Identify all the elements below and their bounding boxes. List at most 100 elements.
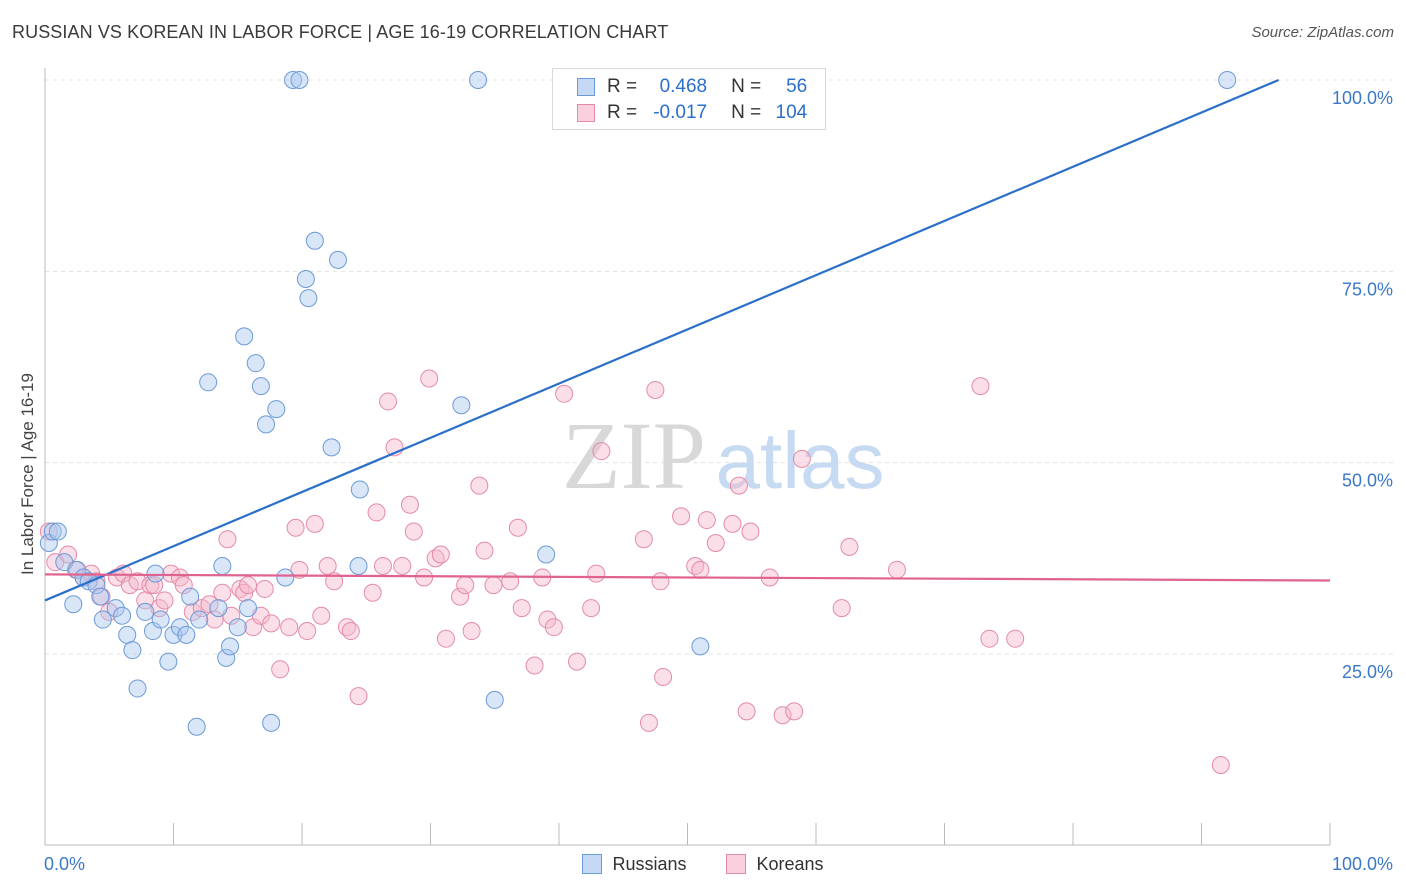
russians-point — [262, 713, 281, 732]
russians-point — [164, 625, 183, 644]
russians-point — [350, 480, 369, 499]
koreans-point — [672, 507, 691, 526]
russians-point — [290, 71, 309, 89]
russians-point — [284, 71, 303, 89]
koreans-point — [174, 576, 193, 595]
watermark: ZIP atlas — [562, 402, 884, 509]
trend-lines — [44, 78, 1331, 602]
russians-point — [469, 71, 488, 89]
russians-point — [485, 690, 504, 709]
koreans-point — [582, 599, 601, 618]
koreans-point — [436, 629, 455, 648]
koreans-point — [456, 576, 475, 595]
koreans-point — [213, 583, 232, 602]
koreans-point — [1211, 755, 1230, 774]
koreans-point — [773, 706, 792, 725]
koreans-point — [470, 476, 489, 495]
koreans-point — [341, 622, 360, 641]
koreans-point — [634, 530, 653, 549]
koreans-point — [697, 511, 716, 530]
russians-point — [228, 618, 247, 637]
koreans-trend-line — [44, 573, 1331, 582]
russians-point — [170, 618, 189, 637]
russians-point — [239, 599, 258, 618]
koreans-point — [723, 514, 742, 533]
russians-points — [39, 71, 1237, 736]
koreans-point — [312, 606, 331, 625]
russians-point — [151, 610, 170, 629]
russians-point — [190, 610, 209, 629]
koreans-point — [155, 591, 174, 610]
koreans-n-value: 104 — [775, 102, 808, 123]
koreans-point — [840, 537, 859, 556]
koreans-point — [280, 618, 299, 637]
koreans-point — [379, 392, 398, 411]
n-label: N = — [731, 102, 762, 123]
russians-point — [1218, 71, 1237, 89]
koreans-point — [161, 564, 180, 583]
russians-point — [257, 415, 276, 434]
koreans-point — [415, 568, 434, 587]
koreans-point — [271, 660, 290, 679]
russians-point — [199, 373, 218, 392]
koreans-point — [639, 713, 658, 732]
russians-swatch — [577, 78, 595, 96]
koreans-r-value: -0.017 — [653, 102, 708, 123]
legend-row-koreans: R = -0.017 N = 104 — [577, 101, 807, 125]
koreans-point — [651, 572, 670, 591]
koreans-point — [729, 476, 748, 495]
russians-point — [296, 269, 315, 288]
koreans-point — [298, 622, 317, 641]
koreans-point — [255, 579, 274, 598]
russians-point — [209, 599, 228, 618]
russians-point — [322, 438, 341, 457]
russians-point — [221, 637, 240, 656]
russians-r-value: 0.468 — [659, 76, 708, 97]
russians-point — [113, 606, 132, 625]
koreans-point — [431, 545, 450, 564]
russians-point — [91, 587, 110, 606]
russians-point — [106, 599, 125, 618]
koreans-point — [290, 560, 309, 579]
koreans-point — [706, 534, 725, 553]
koreans-point — [508, 518, 527, 537]
legend-item-russians[interactable]: Russians — [582, 852, 686, 876]
legend-row-russians: R = 0.468 N = 56 — [577, 75, 807, 99]
n-label: N = — [731, 76, 762, 97]
koreans-point — [484, 576, 503, 595]
koreans-point — [587, 564, 606, 583]
koreans-point — [349, 687, 368, 706]
russians-point — [118, 625, 137, 644]
russians-legend-swatch — [582, 854, 603, 874]
koreans-point — [451, 587, 470, 606]
koreans-point — [325, 572, 344, 591]
russians-point — [537, 545, 556, 564]
koreans-point — [183, 602, 202, 621]
koreans-point — [262, 614, 281, 633]
russians-point — [328, 250, 347, 269]
koreans-point — [501, 572, 520, 591]
chart-title: RUSSIAN VS KOREAN IN LABOR FORCE | AGE 1… — [12, 22, 669, 42]
koreans-point — [785, 702, 804, 721]
koreans-point — [980, 629, 999, 648]
russians-point — [128, 679, 147, 698]
russians-point — [305, 231, 324, 250]
koreans-point — [141, 576, 160, 595]
series-legend: Russians Koreans — [0, 852, 1406, 876]
koreans-point — [367, 503, 386, 522]
russians-point — [349, 556, 368, 575]
koreans-point — [404, 522, 423, 541]
koreans-point — [654, 667, 673, 686]
koreans-point — [305, 514, 324, 533]
koreans-point — [1006, 629, 1025, 648]
y-tick-label: 50.0% — [1342, 471, 1393, 491]
koreans-point — [971, 377, 990, 396]
russians-legend-label: Russians — [612, 853, 687, 874]
russians-point — [93, 610, 112, 629]
russians-trend-line — [44, 78, 1280, 602]
legend-item-koreans[interactable]: Koreans — [726, 852, 824, 876]
russians-point — [177, 625, 196, 644]
koreans-point — [205, 610, 224, 629]
koreans-point — [420, 369, 439, 388]
koreans-point — [286, 518, 305, 537]
